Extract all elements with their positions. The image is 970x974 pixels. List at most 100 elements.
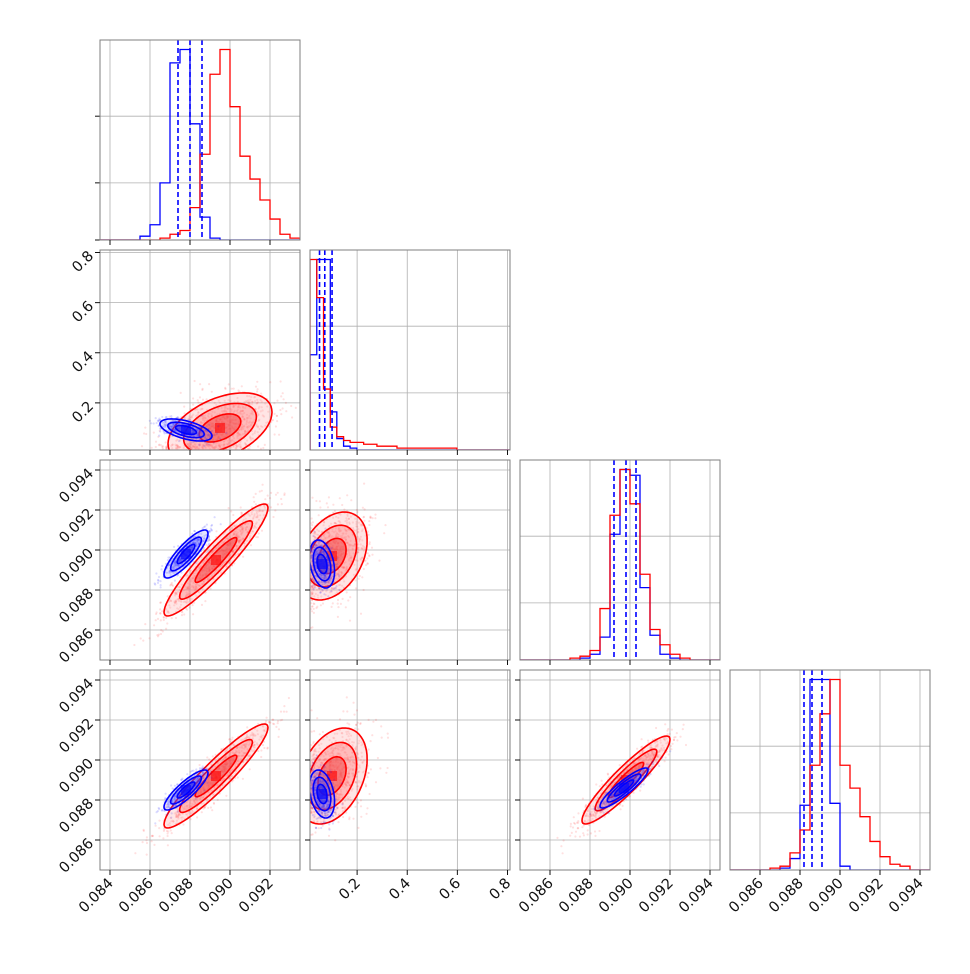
scatter-point-red [342, 598, 344, 600]
scatter-point-blue [200, 414, 202, 416]
scatter-point-blue [191, 441, 193, 443]
scatter-point-blue [178, 440, 180, 442]
scatter-point-red [190, 818, 192, 820]
scatter-point-blue [193, 561, 195, 563]
scatter-point-red [260, 749, 262, 751]
scatter-point-red [163, 830, 165, 832]
scatter-point-blue [311, 585, 313, 587]
scatter-point-blue [157, 580, 159, 582]
scatter-point-red [199, 764, 201, 766]
scatter-point-red [275, 425, 277, 427]
scatter-point-red [274, 413, 276, 415]
scatter-point-red [180, 392, 182, 394]
scatter-point-red [363, 568, 365, 570]
scatter-point-red [326, 502, 328, 504]
scatter-point-red [384, 524, 386, 526]
scatter-point-red [246, 726, 248, 728]
scatter-point-red [280, 395, 282, 397]
scatter-point-red [211, 809, 213, 811]
scatter-point-blue [153, 422, 155, 424]
scatter-point-blue [177, 416, 179, 418]
scatter-point-red [374, 517, 376, 519]
scatter-point-red [166, 622, 168, 624]
scatter-point-blue [209, 530, 211, 532]
scatter-point-red [145, 433, 147, 435]
scatter-point-red [313, 612, 315, 614]
scatter-point-blue [158, 576, 160, 578]
scatter-point-red [269, 497, 271, 499]
scatter-point-red [260, 393, 262, 395]
scatter-point-blue [207, 551, 209, 553]
scatter-point-blue [333, 588, 335, 590]
scatter-point-red [183, 613, 185, 615]
scatter-point-red [257, 750, 259, 752]
scatter-point-blue [330, 590, 332, 592]
histogram-panel-2 [520, 460, 720, 660]
scatter-point-red [183, 406, 185, 408]
scatter-point-red [266, 717, 268, 719]
scatter-point-red [217, 799, 219, 801]
scatter-point-red [231, 737, 233, 739]
scatter-point-red [192, 613, 194, 615]
scatter-point-red [311, 610, 313, 612]
scatter-point-red [160, 619, 162, 621]
scatter-point-red [157, 618, 159, 620]
scatter-point-red [160, 633, 162, 635]
scatter-point-red [188, 607, 190, 609]
scatter-point-red [165, 441, 167, 443]
scatter-point-red [361, 576, 363, 578]
scatter-point-red [255, 386, 257, 388]
scatter-point-blue [313, 530, 315, 532]
scatter-point-red [277, 492, 279, 494]
scatter-point-red [153, 624, 155, 626]
scatter-point-blue [333, 551, 335, 553]
scatter-point-red [319, 500, 321, 502]
scatter-point-red [179, 576, 181, 578]
scatter-point-red [207, 807, 209, 809]
scatter-point-red [231, 388, 233, 390]
density-peak-red [211, 555, 221, 565]
scatter-point-red [151, 835, 153, 837]
scatter-point-red [237, 776, 239, 778]
scatter-point-red [208, 383, 210, 385]
scatter-point-red [291, 416, 293, 418]
scatter-point-red [275, 726, 277, 728]
scatter-point-red [155, 619, 157, 621]
scatter-point-red [250, 544, 252, 546]
scatter-point-red [337, 603, 339, 605]
scatter-point-red [167, 595, 169, 597]
scatter-point-red [165, 446, 167, 448]
scatter-point-blue [191, 533, 193, 535]
scatter-point-red [171, 617, 173, 619]
scatter-point-red [355, 579, 357, 581]
scatter-point-red [269, 381, 271, 383]
scatter-point-red [295, 407, 297, 409]
scatter-point-red [148, 637, 150, 639]
scatter-point-red [337, 599, 339, 601]
scatter-point-red [284, 492, 286, 494]
scatter-point-blue [326, 589, 328, 591]
scatter-point-red [283, 398, 285, 400]
scatter-panel-0 [100, 250, 300, 463]
scatter-point-red [364, 560, 366, 562]
scatter-point-blue [316, 537, 318, 539]
scatter-point-blue [320, 588, 322, 590]
scatter-point-red [282, 392, 284, 394]
scatter-point-red [319, 506, 321, 508]
scatter-point-blue [213, 434, 215, 436]
scatter-panel-1 [100, 459, 315, 660]
scatter-point-blue [220, 523, 222, 525]
scatter-point-red [241, 512, 243, 514]
scatter-point-blue [327, 541, 329, 543]
scatter-point-red [171, 832, 173, 834]
scatter-point-red [146, 842, 148, 844]
scatter-point-red [263, 747, 265, 749]
scatter-point-red [273, 723, 275, 725]
scatter-point-red [340, 603, 342, 605]
scatter-point-blue [195, 562, 197, 564]
scatter-point-red [261, 530, 263, 532]
scatter-point-red [255, 503, 257, 505]
scatter-panel-3 [100, 670, 300, 870]
scatter-point-red [159, 835, 161, 837]
